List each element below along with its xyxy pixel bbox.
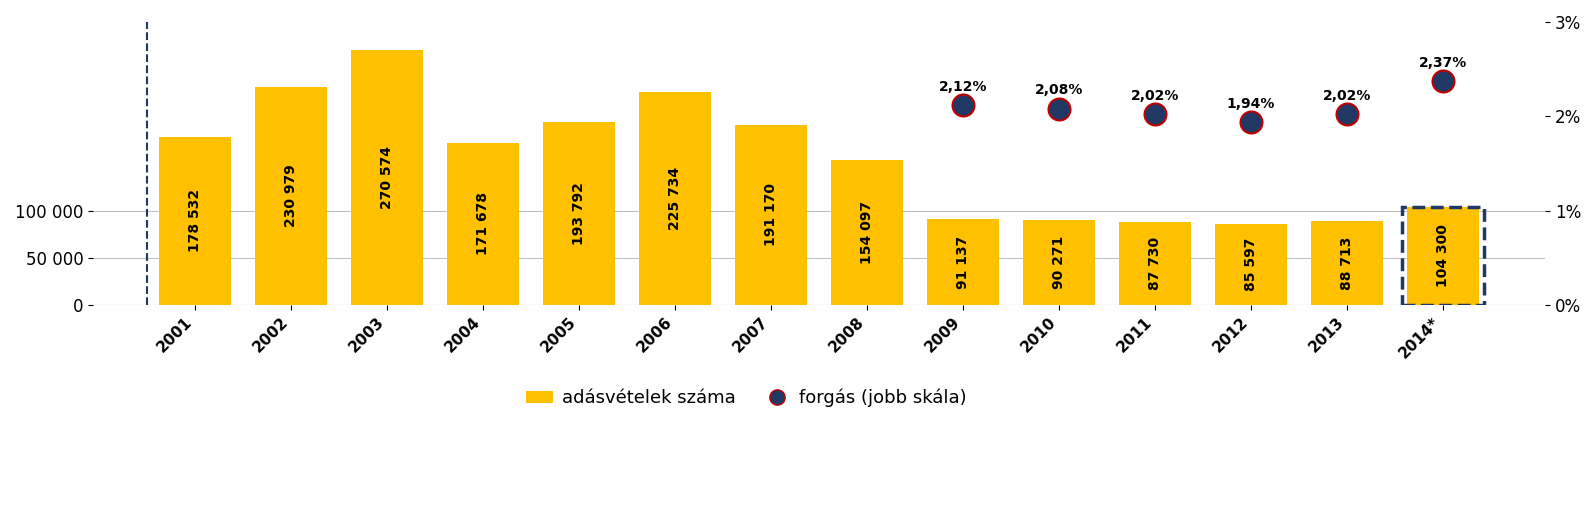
- Legend: adásvételek száma, forgás (jobb skála): adásvételek száma, forgás (jobb skála): [519, 382, 974, 415]
- Bar: [255, 87, 327, 305]
- Point: [1334, 110, 1360, 119]
- Bar: [927, 219, 999, 305]
- Text: 85 597: 85 597: [1243, 238, 1258, 291]
- Text: 87 730: 87 730: [1148, 237, 1162, 290]
- Bar: [543, 122, 614, 305]
- Bar: [160, 137, 231, 305]
- Text: 88 713: 88 713: [1341, 237, 1353, 290]
- Bar: [1408, 206, 1479, 305]
- Bar: [832, 159, 903, 305]
- Bar: [1215, 224, 1286, 305]
- Text: 193 792: 193 792: [571, 182, 586, 245]
- Bar: [1023, 220, 1095, 305]
- Text: 91 137: 91 137: [956, 235, 970, 289]
- Point: [1430, 77, 1456, 85]
- Text: 104 300: 104 300: [1436, 224, 1451, 287]
- Text: 2,02%: 2,02%: [1132, 89, 1179, 103]
- Bar: [736, 125, 808, 305]
- Text: 154 097: 154 097: [860, 201, 875, 264]
- Bar: [638, 92, 712, 305]
- Text: 230 979: 230 979: [284, 165, 298, 227]
- Point: [1143, 110, 1168, 119]
- Text: 191 170: 191 170: [764, 183, 779, 246]
- Text: 90 271: 90 271: [1052, 235, 1066, 289]
- Point: [1047, 105, 1073, 113]
- Text: 2,12%: 2,12%: [938, 80, 988, 94]
- Text: 2,37%: 2,37%: [1419, 56, 1467, 70]
- Text: 171 678: 171 678: [476, 192, 490, 255]
- Bar: [447, 143, 519, 305]
- Text: 270 574: 270 574: [380, 146, 394, 209]
- Bar: [1119, 222, 1191, 305]
- Text: 1,94%: 1,94%: [1227, 96, 1275, 110]
- Bar: [351, 49, 423, 305]
- Bar: [1310, 221, 1384, 305]
- Text: 2,02%: 2,02%: [1323, 89, 1371, 103]
- Point: [950, 101, 975, 109]
- Text: 178 532: 178 532: [188, 189, 203, 252]
- Point: [1238, 118, 1264, 126]
- Text: 2,08%: 2,08%: [1034, 83, 1084, 97]
- Text: 225 734: 225 734: [669, 167, 681, 230]
